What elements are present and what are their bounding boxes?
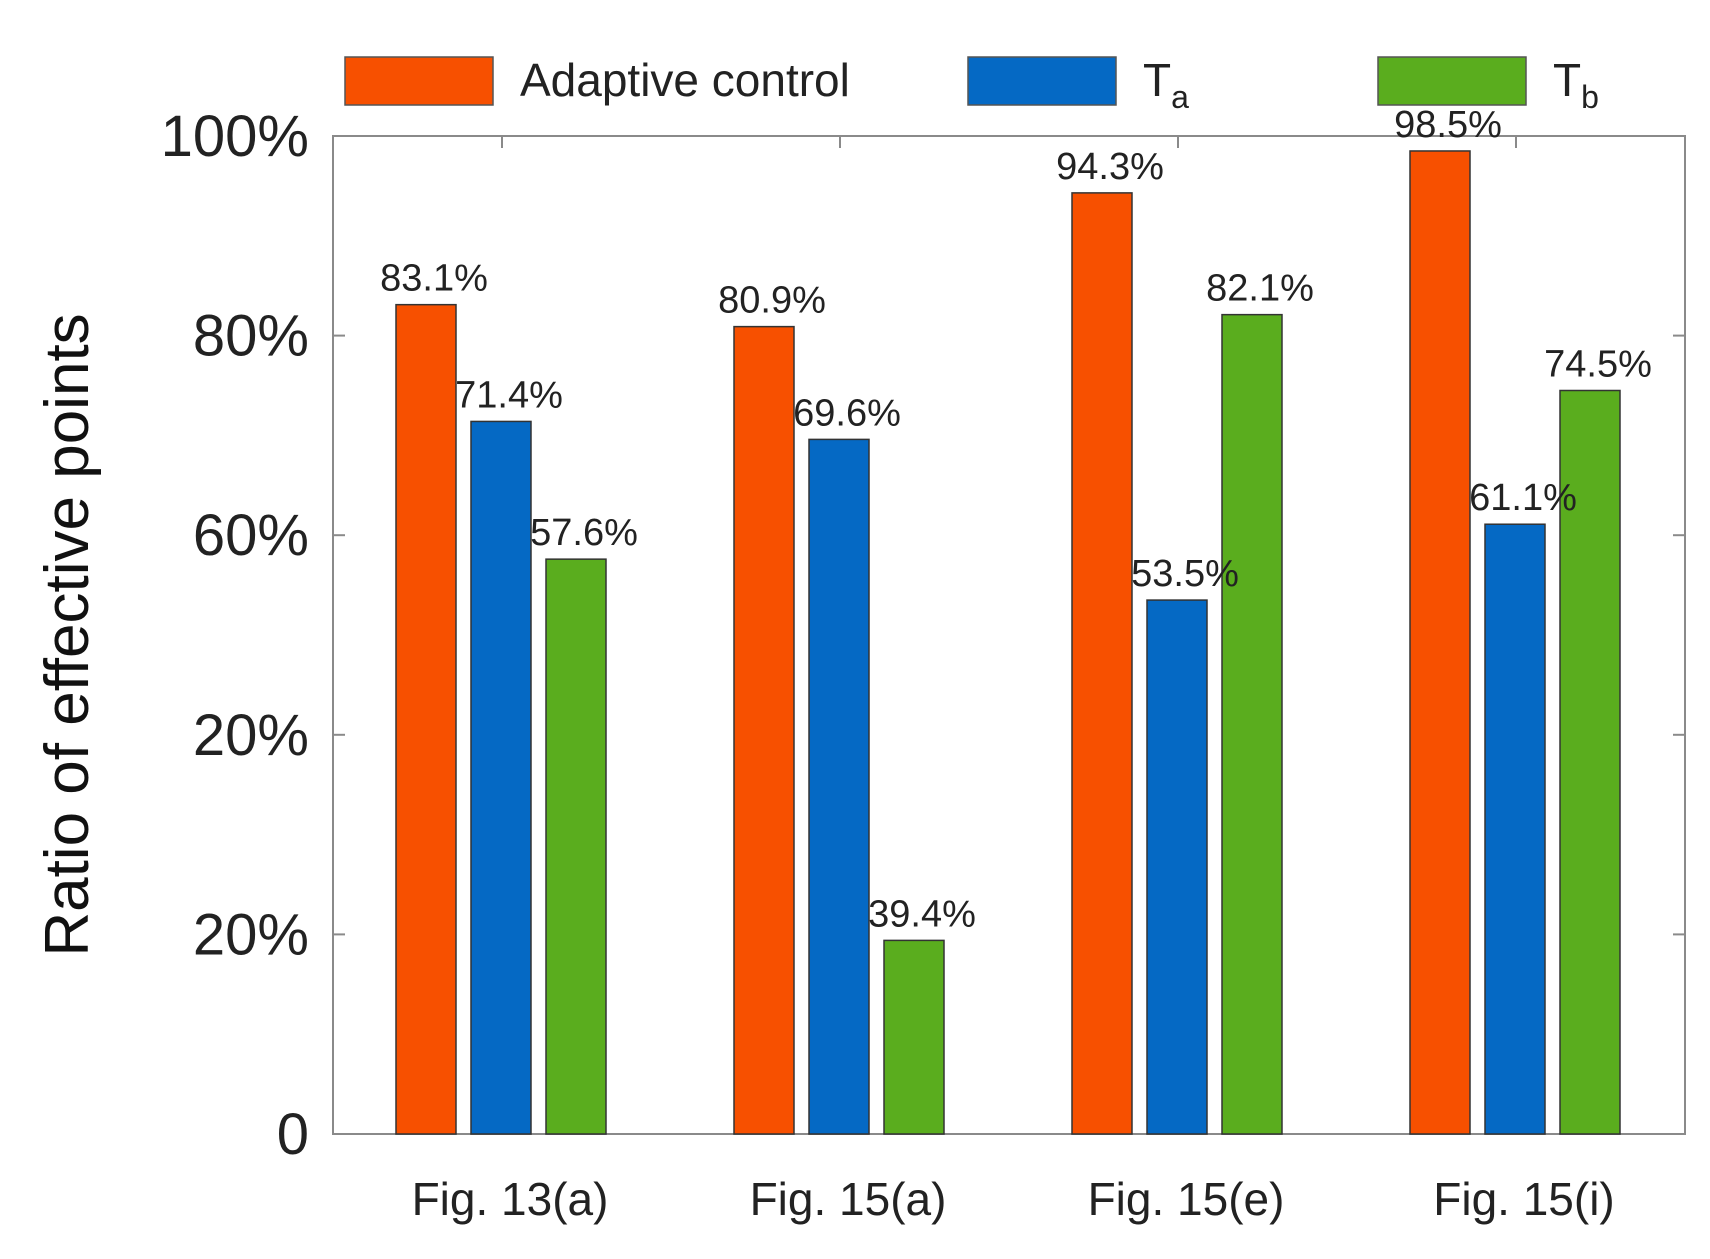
bar-tb-1 — [545, 558, 607, 1135]
x-axis-categories: Fig. 13(a) Fig. 15(a) Fig. 15(e) Fig. 15(i) — [412, 1173, 1615, 1225]
x-category-label: Fig. 15(i) — [1433, 1173, 1614, 1225]
legend-swatch — [344, 56, 494, 106]
y-axis-title: Ratio of effective points — [33, 313, 102, 956]
bar-tb-2 — [883, 939, 945, 1135]
x-category-label: Fig. 15(e) — [1088, 1173, 1285, 1225]
legend-label-main: Adaptive control — [520, 54, 850, 106]
bar-ta-1 — [470, 420, 532, 1135]
x-category-label: Fig. 13(a) — [412, 1173, 609, 1225]
y-tick-label: 20% — [193, 703, 309, 768]
y-tick-label: 20% — [193, 902, 309, 967]
legend-swatch — [967, 56, 1117, 106]
legend-label: Adaptive control — [520, 54, 850, 106]
data-label: 57.6% — [530, 512, 638, 554]
axis-ticks: 0 20% 20% 60% 80% 100% — [161, 104, 1685, 1167]
data-label: 39.4% — [868, 893, 976, 935]
data-label: 94.3% — [1056, 146, 1164, 188]
data-label: 82.1% — [1206, 268, 1314, 310]
legend-label-main: T — [1143, 54, 1171, 106]
data-label: 71.4% — [455, 374, 563, 416]
data-label: 98.5% — [1394, 104, 1502, 146]
bar-ta-2 — [808, 438, 870, 1135]
bar-ta-3 — [1146, 599, 1208, 1135]
y-tick-label: 100% — [161, 104, 309, 169]
data-label: 69.6% — [793, 392, 901, 434]
bar-adaptive-control-2 — [733, 325, 795, 1135]
bar-adaptive-control-3 — [1071, 192, 1133, 1135]
legend: Adaptive control Ta Tb — [344, 54, 1599, 115]
data-label: 74.5% — [1544, 343, 1652, 385]
legend-label-subscript: a — [1171, 79, 1189, 115]
bars — [395, 150, 1621, 1135]
data-label: 80.9% — [718, 280, 826, 322]
bar-adaptive-control-4 — [1409, 150, 1471, 1135]
data-label: 83.1% — [380, 258, 488, 300]
x-category-label: Fig. 15(a) — [750, 1173, 947, 1225]
legend-label: Ta — [1143, 54, 1189, 115]
bar-adaptive-control-1 — [395, 303, 457, 1135]
data-label: 61.1% — [1469, 477, 1577, 519]
y-tick-label: 80% — [193, 304, 309, 369]
legend-label-main: T — [1553, 54, 1581, 106]
legend-swatch — [1377, 56, 1527, 106]
plot-area — [332, 135, 1686, 1135]
bar-tb-3 — [1221, 313, 1283, 1135]
bar-ta-4 — [1484, 523, 1546, 1135]
data-label: 53.5% — [1131, 553, 1239, 595]
data-labels: 83.1% 71.4% 57.6% 80.9% 69.6% 39.4% 94.3% 53.5%… — [380, 104, 1652, 935]
y-tick-label: 0 — [277, 1102, 309, 1167]
bar-tb-4 — [1559, 389, 1621, 1135]
legend-label: Tb — [1553, 54, 1599, 115]
legend-label-subscript: b — [1581, 79, 1599, 115]
y-tick-label: 60% — [193, 503, 309, 568]
